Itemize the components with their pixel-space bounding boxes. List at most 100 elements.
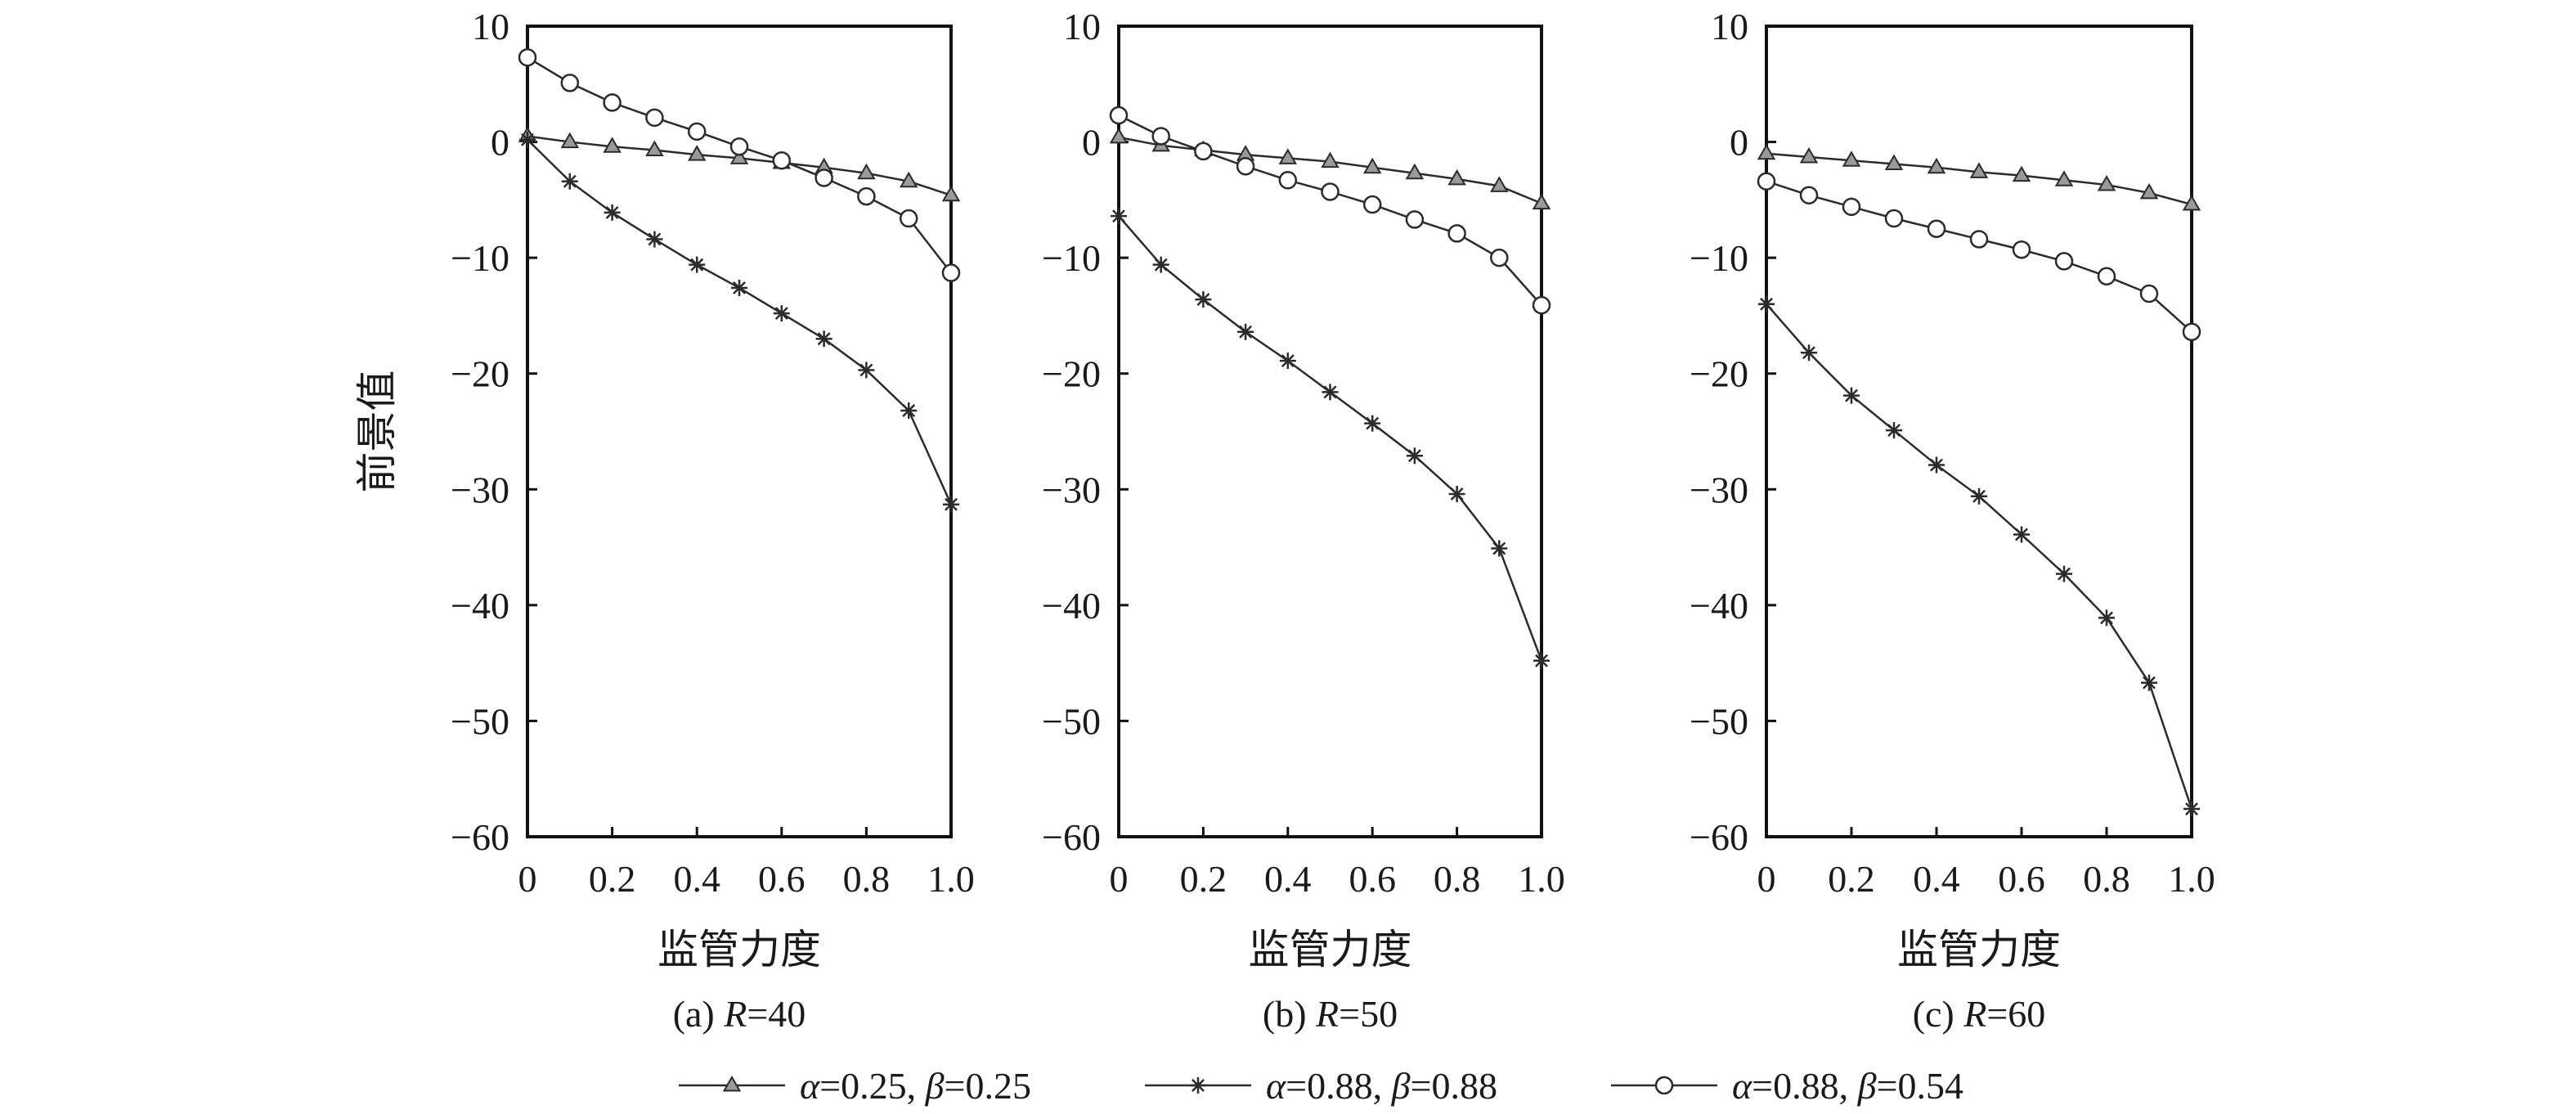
data-point-circle [1151,127,1170,146]
y-tick-label: −60 [451,816,509,858]
data-point-circle [1532,295,1551,315]
x-tick-label: 1.0 [927,858,975,900]
data-point-circle [2182,322,2201,341]
data-point-star [2141,674,2157,691]
data-point-circle [1969,230,1989,249]
x-tick-label: 0.4 [673,858,720,900]
data-point-star [1928,456,1945,474]
data-point-circle [1236,157,1255,176]
legend-alpha-value: =0.88, [1752,1065,1857,1107]
data-point-circle [857,186,876,206]
y-tick-label: 10 [1063,6,1101,47]
data-point-circle [1405,210,1425,229]
data-point-star [1801,344,1817,362]
legend-beta: β [1391,1065,1411,1107]
data-point-triangle [1362,157,1382,174]
x-tick-label: 0.6 [1998,858,2045,900]
data-point-star [1322,384,1339,401]
x-tick-label: 0 [1757,858,1776,900]
y-tick-label: −20 [451,353,509,395]
data-point-star [561,173,578,190]
x-axis-label: 监管力度 [657,927,821,973]
data-point-star [900,402,918,420]
data-point-star [2056,565,2072,582]
data-point-star [1491,540,1508,557]
y-tick-label: −60 [1042,816,1101,858]
data-point-triangle [1757,143,1776,160]
y-tick-label: −10 [451,237,509,279]
data-point-triangle [1927,157,1946,174]
series-line [527,56,952,274]
data-point-circle [1447,224,1466,243]
data-point-star [815,330,832,348]
y-tick-label: −40 [1690,585,1748,627]
caption-value: =50 [1339,993,1398,1035]
legend-label: α=0.88, β=0.88 [1266,1065,1497,1107]
data-point-circle [1278,171,1298,190]
series-line [527,138,953,505]
data-point-circle [729,137,749,156]
data-point-triangle [1405,163,1425,180]
data-point-star [1279,353,1296,370]
data-point-circle [941,263,961,282]
data-point-circle [1194,141,1213,161]
x-tick-label: 1.0 [2168,858,2215,900]
data-point-star [1406,447,1423,465]
x-tick-label: 0.4 [1913,858,1960,900]
data-point-triangle [941,185,961,202]
data-point-star [1533,652,1550,669]
panel-caption: (c) R=60 [1913,993,2046,1035]
data-point-star [731,279,747,296]
data-point-triangle [645,140,664,156]
series-line [1118,215,1543,662]
data-point-star [2183,801,2200,818]
data-point-triangle [2054,170,2074,186]
data-point-triangle [1532,193,1551,210]
data-point-star [1971,487,1987,505]
data-point-circle [1490,248,1509,267]
data-point-triangle [1884,154,1904,170]
x-tick-label: 0.2 [589,858,636,900]
legend-alpha-value: =0.88, [1286,1065,1391,1107]
y-tick-label: −20 [1042,353,1101,395]
y-tick-label: −10 [1042,237,1101,279]
data-point-circle [1321,182,1340,201]
x-tick-label: 0.8 [1434,858,1481,900]
data-point-star [1364,415,1381,432]
x-tick-label: 0.4 [1264,858,1312,900]
data-point-triangle [1109,127,1129,144]
data-point-circle [1362,195,1382,214]
data-point-circle [1757,172,1776,191]
legend-marker-star [1190,1077,1206,1094]
x-tick-label: 0 [1110,858,1129,900]
y-tick-label: 10 [1711,6,1748,47]
data-point-triangle [1969,162,1989,178]
y-tick-label: 0 [1082,122,1101,164]
data-point-circle [1109,106,1129,125]
data-point-circle [645,108,664,128]
plot-frame [1117,25,1543,838]
y-tick-label: −50 [1690,700,1748,742]
data-point-triangle [2012,165,2031,182]
legend-marker-triangle [722,1075,742,1092]
data-point-triangle [1447,168,1466,186]
legend-label: α=0.88, β=0.54 [1732,1065,1963,1107]
data-point-circle [2054,252,2074,271]
data-point-star [1843,387,1860,404]
legend-alpha: α [1266,1065,1286,1107]
y-tick-label: −10 [1690,237,1748,279]
caption-prefix: (b) [1263,993,1316,1035]
data-point-circle [1799,186,1819,204]
data-point-circle [603,93,622,112]
series-line [1118,114,1542,307]
legend-beta-value: =0.54 [1877,1065,1963,1107]
data-point-circle [2012,240,2031,259]
x-tick-label: 0.2 [1180,858,1227,900]
chart-panel-2: 100−10−20−30−40−50−600 0.2 0.4 0.6 0.8 1.0监管力… [1042,6,1565,1035]
data-point-circle [2139,284,2159,303]
legend-label: α=0.25, β=0.25 [800,1065,1031,1107]
panel-caption: (b) R=50 [1263,993,1398,1035]
data-point-star [1886,422,1902,439]
x-axis-label: 监管力度 [1249,927,1412,973]
